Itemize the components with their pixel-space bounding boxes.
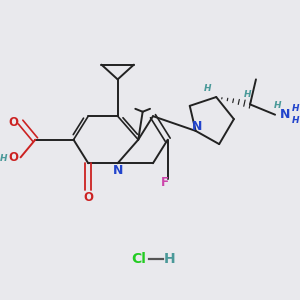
Text: H: H	[292, 116, 299, 125]
Text: H: H	[163, 252, 175, 266]
Text: O: O	[8, 151, 18, 164]
Text: H: H	[274, 101, 282, 110]
Text: N: N	[280, 108, 291, 121]
Text: N: N	[192, 120, 202, 133]
Text: O: O	[83, 190, 93, 204]
Text: Cl: Cl	[131, 252, 146, 266]
Text: O: O	[8, 116, 18, 128]
Text: H: H	[0, 154, 7, 163]
Text: H: H	[292, 104, 299, 113]
Text: N: N	[112, 164, 123, 177]
Text: F: F	[161, 176, 169, 189]
Text: H: H	[204, 84, 211, 93]
Text: H: H	[243, 90, 251, 99]
